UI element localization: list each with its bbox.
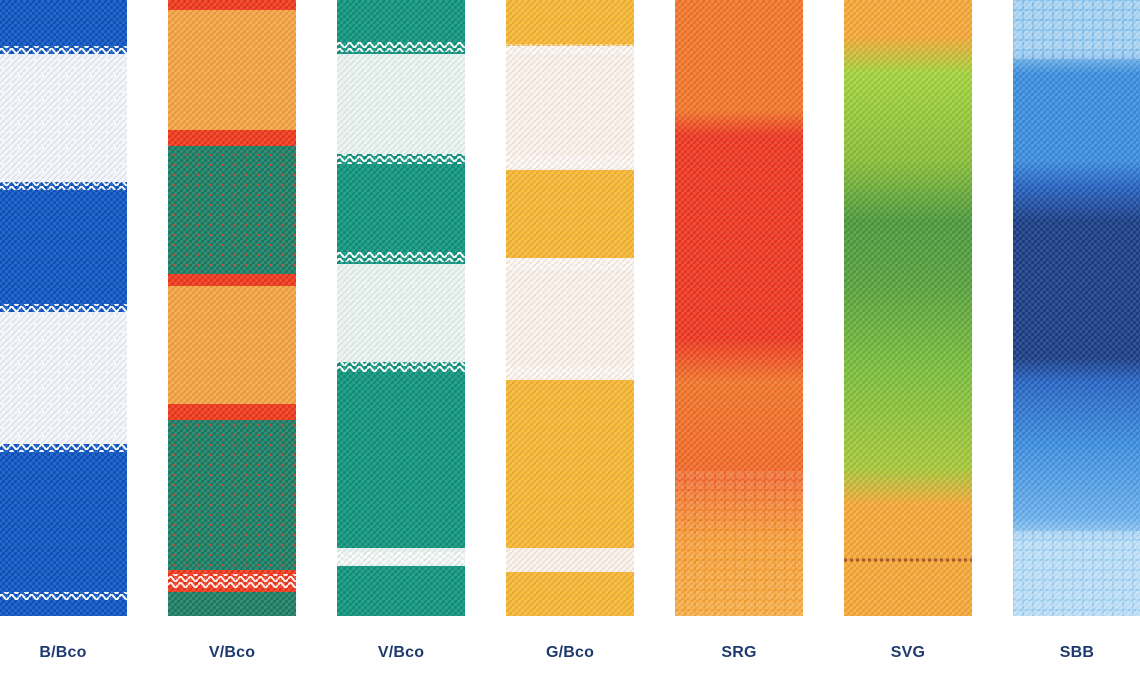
swatch-item[interactable]: SBB — [1013, 0, 1140, 700]
product-code: SVG — [890, 644, 926, 661]
product-code: G/Bco — [545, 644, 595, 661]
swatch-item[interactable]: SRG — [675, 0, 803, 700]
swatch-item[interactable]: V/Bco — [168, 0, 296, 700]
webbing-sample — [844, 0, 972, 616]
webbing-sample — [506, 0, 634, 616]
webbing-sample — [1013, 0, 1140, 616]
product-code: SRG — [721, 644, 757, 661]
webbing-sample — [675, 0, 803, 616]
webbing-sample — [337, 0, 465, 616]
product-code: V/Bco — [377, 644, 425, 661]
webbing-sample — [168, 0, 296, 616]
swatch-item[interactable]: SVG — [844, 0, 972, 700]
swatch-item[interactable]: G/Bco — [506, 0, 634, 700]
product-code: B/Bco — [39, 644, 87, 661]
swatch-item[interactable]: B/Bco — [0, 0, 127, 700]
webbing-sample — [0, 0, 127, 616]
product-code: V/Bco — [208, 644, 256, 661]
product-code: SBB — [1059, 644, 1095, 661]
swatch-item[interactable]: V/Bco — [337, 0, 465, 700]
